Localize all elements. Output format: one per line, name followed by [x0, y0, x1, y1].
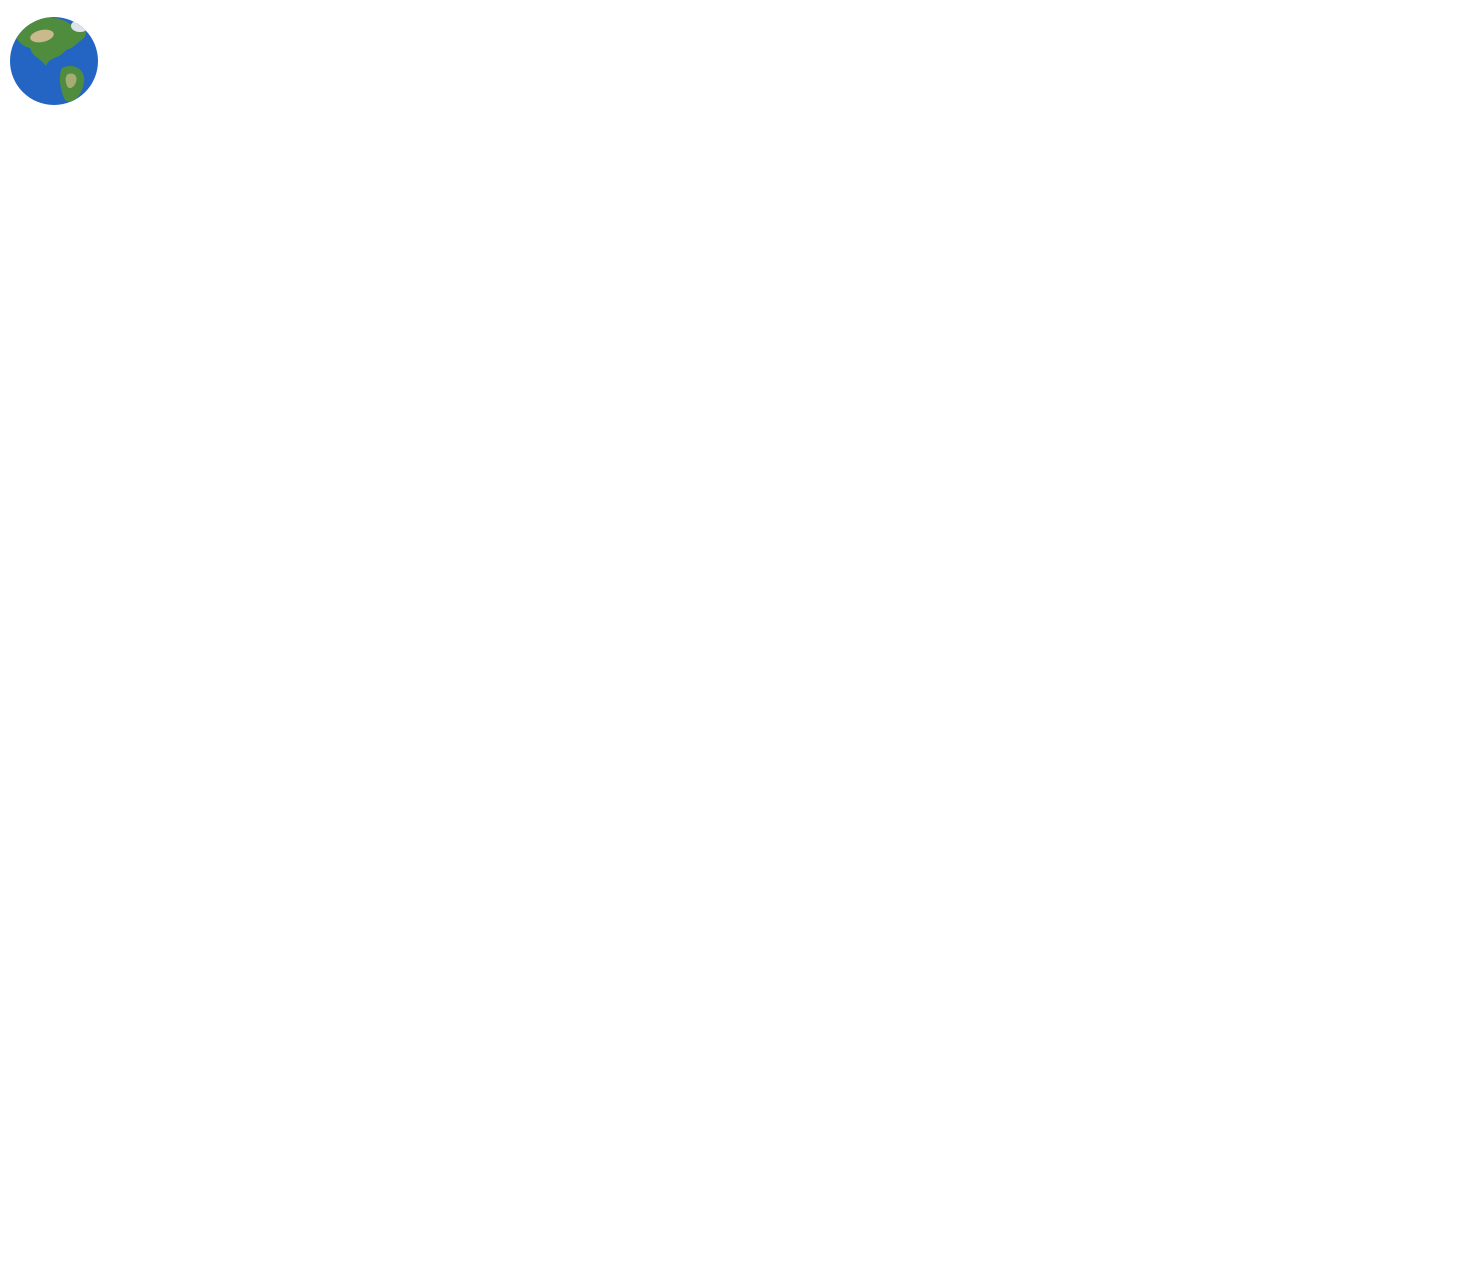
- coaps-logo: [8, 14, 100, 106]
- globe-icon: [10, 17, 98, 105]
